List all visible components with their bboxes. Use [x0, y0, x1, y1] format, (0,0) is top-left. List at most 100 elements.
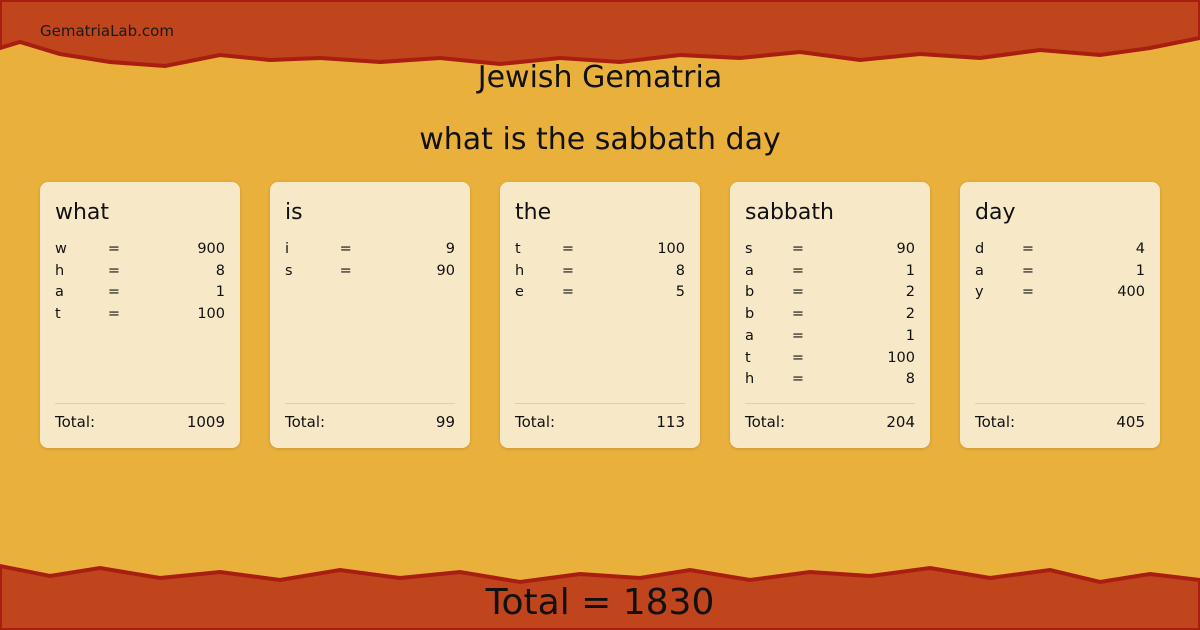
letter-row: t = 100	[745, 348, 915, 370]
letter-row: w = 900	[55, 239, 225, 261]
equals-sign: =	[107, 306, 121, 323]
total-label: Total:	[975, 413, 1016, 431]
equals-sign: =	[561, 262, 575, 279]
letter-table: i = 9 s = 90	[285, 239, 455, 282]
letter-table: d = 4 a = 1 y = 400	[975, 239, 1145, 304]
letter-value: 100	[657, 241, 685, 257]
letter: t	[745, 349, 751, 366]
letter-row: a = 1	[55, 282, 225, 304]
equals-sign: =	[791, 241, 805, 257]
letter: a	[745, 262, 754, 279]
equals-sign: =	[339, 241, 352, 257]
letter-value: 9	[445, 241, 455, 257]
letter: d	[975, 241, 985, 257]
letter-row: a = 1	[745, 326, 915, 348]
letter: a	[975, 262, 984, 279]
letter-value: 100	[197, 306, 225, 323]
letter-value: 5	[675, 284, 685, 301]
page-title: Jewish Gematria	[477, 60, 723, 95]
word-total-value: 405	[1116, 413, 1145, 431]
letter-value: 100	[887, 349, 915, 366]
letter-row: a = 1	[745, 261, 915, 283]
equals-sign: =	[107, 284, 121, 301]
bottom-decorative-band	[0, 563, 1200, 630]
word-title: sabbath	[745, 200, 834, 225]
total-label: Total:	[515, 413, 556, 431]
word-total-row: Total: 113	[515, 403, 685, 431]
letter-value: 4	[1135, 241, 1145, 257]
word-card: the t = 100 h = 8 e = 5 Total: 113	[500, 182, 700, 448]
letter-row: t = 100	[55, 304, 225, 326]
letter: b	[745, 306, 755, 323]
letter-value: 2	[905, 284, 915, 301]
letter-row: b = 2	[745, 304, 915, 326]
word-title: is	[285, 200, 303, 225]
letter: a	[55, 284, 64, 301]
letter: e	[515, 284, 524, 301]
letter-value: 1	[215, 284, 225, 301]
top-decorative-band	[0, 0, 1200, 69]
letter: i	[285, 241, 290, 257]
equals-sign: =	[1021, 241, 1035, 257]
letter-row: t = 100	[515, 239, 685, 261]
letter-value: 8	[215, 262, 225, 279]
letter-row: a = 1	[975, 261, 1145, 283]
letter-table: w = 900 h = 8 a = 1 t = 100	[55, 239, 225, 326]
letter-row: h = 8	[515, 261, 685, 283]
letter-value: 2	[905, 306, 915, 323]
equals-sign: =	[791, 349, 805, 366]
equals-sign: =	[339, 262, 352, 279]
word-total-value: 204	[886, 413, 915, 431]
word-total-row: Total: 204	[745, 403, 915, 431]
word-card: sabbath s = 90 a = 1 b = 2 b = 2 a = 1 t…	[730, 182, 930, 448]
letter-value: 90	[896, 241, 915, 257]
letter: t	[515, 241, 521, 257]
letter-row: b = 2	[745, 282, 915, 304]
equals-sign: =	[791, 371, 805, 388]
equals-sign: =	[791, 327, 805, 344]
word-title: what	[55, 200, 110, 225]
word-total-value: 99	[435, 413, 455, 431]
letter: a	[745, 327, 754, 344]
letter-value: 400	[1117, 284, 1145, 301]
letter-table: s = 90 a = 1 b = 2 b = 2 a = 1 t = 100 h…	[745, 239, 915, 391]
equals-sign: =	[791, 262, 805, 279]
letter-value: 1	[905, 262, 915, 279]
equals-sign: =	[107, 241, 121, 257]
word-title: the	[515, 200, 552, 225]
equals-sign: =	[791, 306, 805, 323]
letter-row: h = 8	[55, 261, 225, 283]
letter-row: e = 5	[515, 282, 685, 304]
letter-row: i = 9	[285, 239, 455, 261]
letter-row: d = 4	[975, 239, 1145, 261]
letter: y	[975, 284, 984, 301]
letter: b	[745, 284, 755, 301]
equals-sign: =	[561, 284, 575, 301]
letter-value: 8	[675, 262, 685, 279]
equals-sign: =	[791, 284, 805, 301]
letter: s	[285, 262, 293, 279]
letter: h	[745, 371, 755, 388]
equals-sign: =	[1021, 284, 1035, 301]
word-card: is i = 9 s = 90 Total: 99	[270, 182, 470, 448]
equals-sign: =	[107, 262, 121, 279]
total-label: Total:	[285, 413, 326, 431]
word-title: day	[975, 200, 1016, 225]
letter-table: t = 100 h = 8 e = 5	[515, 239, 685, 304]
letter-row: y = 400	[975, 282, 1145, 304]
phrase-heading: what is the sabbath day	[419, 122, 781, 157]
total-label: Total:	[55, 413, 96, 431]
word-card: day d = 4 a = 1 y = 400 Total: 405	[960, 182, 1160, 448]
letter-value: 1	[1135, 262, 1145, 279]
letter-row: s = 90	[745, 239, 915, 261]
letter-row: s = 90	[285, 261, 455, 283]
total-label: Total:	[745, 413, 786, 431]
letter: t	[55, 306, 61, 323]
equals-sign: =	[561, 241, 575, 257]
letter: s	[745, 241, 753, 257]
site-logo-text[interactable]: GematriaLab.com	[40, 22, 174, 40]
letter-value: 8	[905, 371, 915, 388]
letter: h	[55, 262, 65, 279]
grand-total: Total = 1830	[485, 582, 715, 623]
word-total-row: Total: 405	[975, 403, 1145, 431]
